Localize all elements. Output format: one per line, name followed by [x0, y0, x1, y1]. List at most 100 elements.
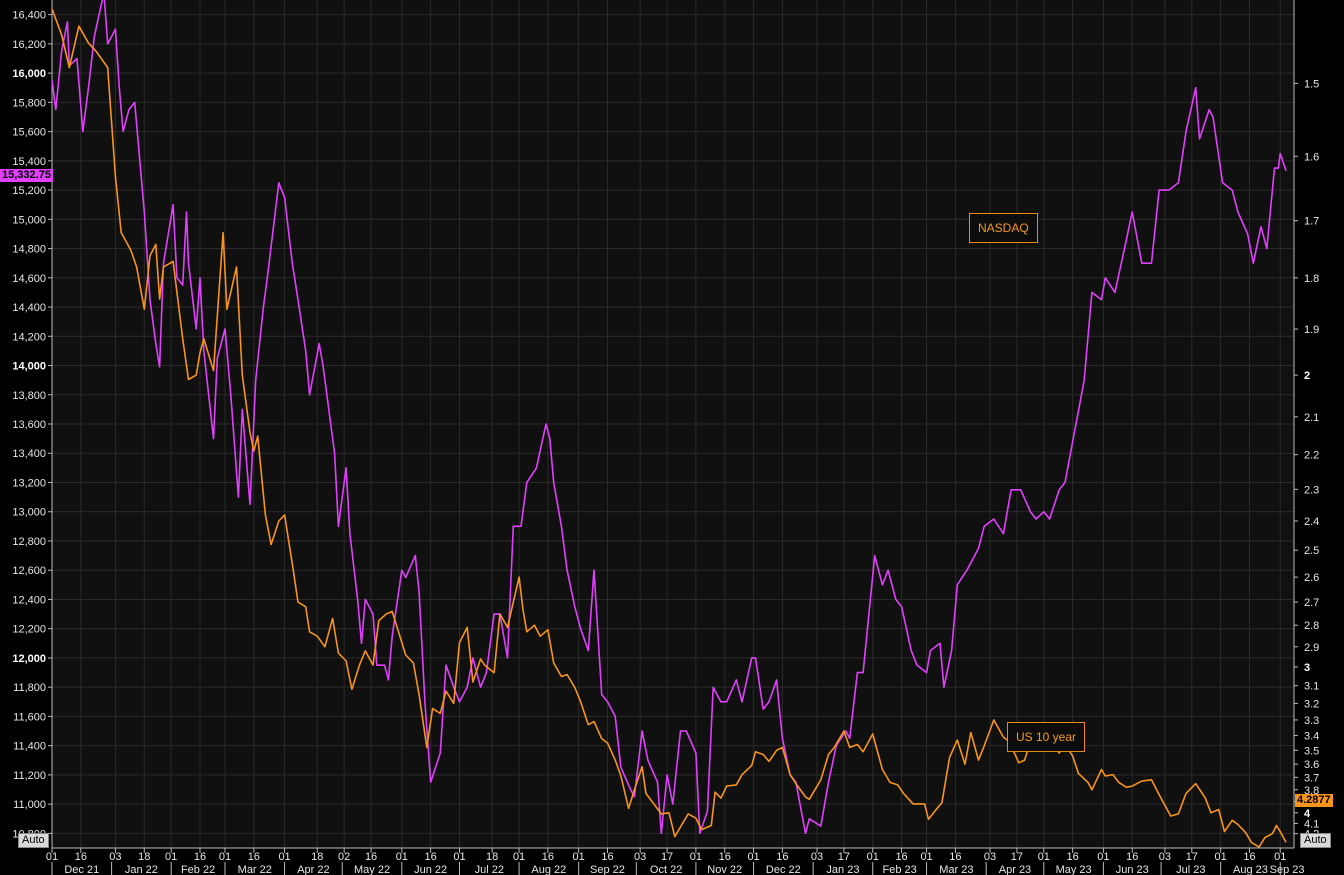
left-tick-label: 12,000	[12, 653, 46, 665]
x-day-label: 16	[949, 851, 961, 863]
x-day-label: 16	[719, 851, 731, 863]
x-day-label: 01	[278, 851, 290, 863]
left-axis-auto-button[interactable]: Auto	[18, 833, 49, 848]
x-month-label: Jun 22	[414, 864, 447, 875]
right-tick-label: 4	[1304, 808, 1311, 820]
x-day-label: 03	[634, 851, 646, 863]
right-tick-label: 2.5	[1304, 545, 1319, 557]
series-line-us-10-year	[51, 8, 1287, 848]
left-tick-label: 14,600	[12, 273, 46, 285]
x-day-label: 01	[165, 851, 177, 863]
x-day-label: 01	[690, 851, 702, 863]
annotation-nasdaq[interactable]: NASDAQ	[969, 213, 1038, 243]
x-month-label: Oct 22	[650, 864, 682, 875]
x-day-label: 16	[365, 851, 377, 863]
left-tick-label: 11,200	[13, 770, 46, 782]
x-day-label: 18	[138, 851, 150, 863]
x-day-label: 01	[453, 851, 465, 863]
right-tick-label: 2.9	[1304, 642, 1319, 654]
left-y-axis[interactable]: 10,80011,00011,20011,40011,60011,80012,0…	[12, 0, 53, 848]
right-tick-label: 3	[1304, 662, 1310, 674]
x-day-label: 01	[1215, 851, 1227, 863]
x-month-label: Mar 22	[238, 864, 272, 875]
right-tick-label: 1.8	[1304, 273, 1319, 285]
x-day-label: 01	[513, 851, 525, 863]
x-day-label: 02	[338, 851, 350, 863]
left-tick-label: 15,000	[12, 214, 46, 226]
nasdaq-last-value-tag: 15,332.75	[0, 169, 53, 182]
right-tick-label: 2.1	[1304, 412, 1319, 424]
right-tick-label: 3.6	[1304, 759, 1319, 771]
annotation-us-10-year[interactable]: US 10 year	[1007, 722, 1086, 752]
x-month-label: Jun 23	[1116, 864, 1149, 875]
x-day-label: 16	[1126, 851, 1138, 863]
x-day-label: 01	[573, 851, 585, 863]
x-day-label: 16	[895, 851, 907, 863]
x-day-label: 17	[1186, 851, 1198, 863]
x-month-label: Sep 22	[590, 864, 625, 875]
x-month-label: Mar 23	[939, 864, 973, 875]
x-axis[interactable]: 01 16 03 18 01 16 01 16 01 18 02 16 01 16 01 18 01 16 01 16…	[46, 847, 1305, 875]
left-tick-label: 15,400	[12, 156, 46, 168]
left-tick-label: 11,800	[13, 682, 46, 694]
right-tick-label: 3.8	[1304, 785, 1319, 797]
series-line-nasdaq	[51, 0, 1287, 835]
x-day-label: 16	[425, 851, 437, 863]
gridlines	[51, 0, 1294, 848]
x-day-label: 16	[248, 851, 260, 863]
right-tick-label: 3.3	[1304, 715, 1319, 727]
x-day-label: 16	[75, 851, 87, 863]
right-tick-label: 3.2	[1304, 698, 1319, 710]
right-tick-label: 3.7	[1304, 772, 1319, 784]
x-month-label: Aug 23	[1233, 864, 1268, 875]
x-month-label: Apr 23	[999, 864, 1031, 875]
x-day-label: 01	[747, 851, 759, 863]
right-tick-label: 3.5	[1304, 745, 1319, 757]
right-tick-label: 1.5	[1304, 78, 1319, 90]
x-day-label: 17	[838, 851, 850, 863]
x-day-label: 17	[661, 851, 673, 863]
right-tick-label: 1.7	[1304, 216, 1319, 228]
x-day-label: 03	[984, 851, 996, 863]
x-month-label: Dec 22	[766, 864, 801, 875]
x-day-label: 01	[1097, 851, 1109, 863]
left-tick-label: 13,800	[12, 390, 46, 402]
x-month-label: May 22	[354, 864, 390, 875]
right-tick-label: 1.6	[1304, 151, 1319, 163]
x-month-label: Aug 22	[531, 864, 566, 875]
x-day-label: 01	[396, 851, 408, 863]
x-month-label: Jul 22	[475, 864, 504, 875]
x-day-label: 18	[486, 851, 498, 863]
x-month-label: Feb 23	[883, 864, 917, 875]
x-day-label: 16	[194, 851, 206, 863]
left-tick-label: 12,800	[12, 536, 46, 548]
left-tick-label: 11,400	[13, 741, 46, 753]
x-day-label: 03	[109, 851, 121, 863]
x-month-label: Jan 23	[826, 864, 859, 875]
x-month-label: Nov 22	[707, 864, 742, 875]
left-tick-label: 11,600	[13, 711, 46, 723]
left-tick-label: 13,600	[12, 419, 46, 431]
x-axis-band	[52, 848, 1294, 875]
right-tick-label: 3.4	[1304, 731, 1319, 743]
right-tick-label: 1.9	[1304, 324, 1319, 336]
right-tick-label: 2.7	[1304, 597, 1319, 609]
left-tick-label: 16,200	[12, 39, 46, 51]
left-tick-label: 13,000	[12, 507, 46, 519]
left-tick-label: 14,400	[12, 302, 46, 314]
x-month-label: Apr 22	[297, 864, 329, 875]
right-tick-label: 2	[1304, 370, 1310, 382]
right-tick-label: 2.6	[1304, 572, 1319, 584]
x-month-label: Jan 22	[125, 864, 158, 875]
us10y-last-value-tag: 4.2877	[1295, 794, 1333, 807]
right-tick-label: 2.3	[1304, 484, 1319, 496]
left-tick-label: 11,000	[13, 799, 46, 811]
right-tick-label: 4.1	[1304, 818, 1319, 830]
x-day-label: 16	[1067, 851, 1079, 863]
x-month-label: Jul 23	[1176, 864, 1205, 875]
x-month-label: Dec 21	[64, 864, 99, 875]
left-tick-label: 14,800	[12, 244, 46, 256]
series-layer	[51, 0, 1287, 848]
right-axis-auto-button[interactable]: Auto	[1300, 833, 1331, 848]
